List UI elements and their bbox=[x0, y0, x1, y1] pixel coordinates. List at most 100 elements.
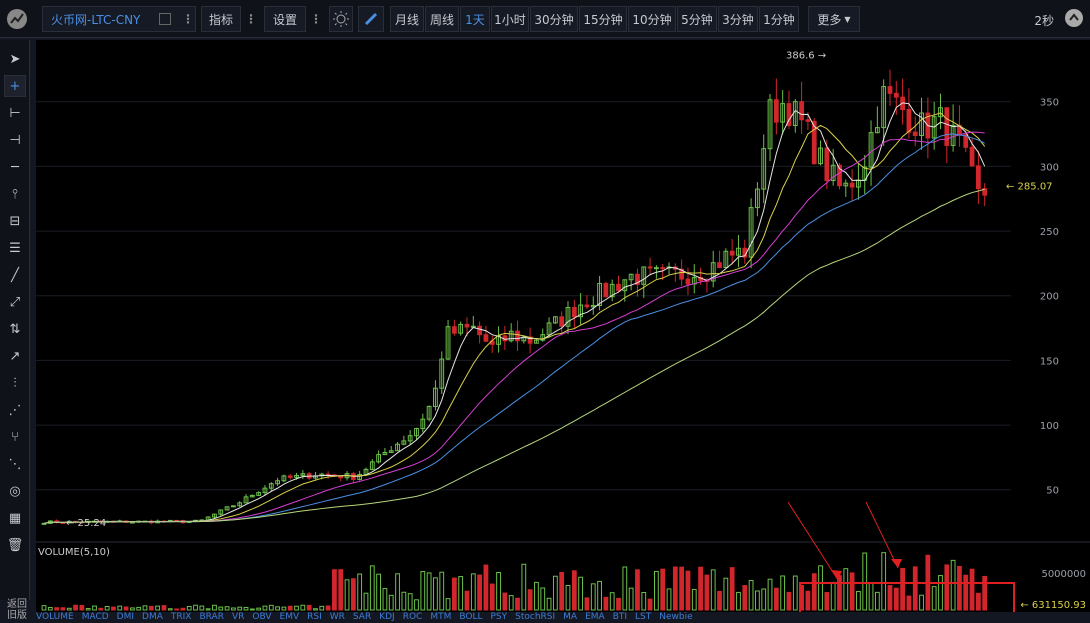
channel-icon[interactable]: ⇅ bbox=[9, 321, 21, 337]
candle-body bbox=[603, 282, 609, 298]
vertical-line-icon[interactable]: ⫯ bbox=[12, 186, 18, 202]
indicator-tab-macd[interactable]: MACD bbox=[81, 612, 109, 622]
annotation-arrowhead bbox=[831, 570, 842, 580]
period-10分钟[interactable]: 10分钟 bbox=[628, 6, 676, 32]
horizontal-ray-icon[interactable]: ⊣ bbox=[9, 132, 21, 148]
trash-icon[interactable]: 🗑 bbox=[6, 537, 24, 553]
theme-toggle-icon[interactable] bbox=[329, 6, 353, 32]
indicator-tab-roc[interactable]: ROC bbox=[402, 612, 423, 622]
volume-bar bbox=[773, 587, 779, 611]
symbol-selector[interactable]: 火币网-LTC-CNY bbox=[42, 6, 196, 32]
indicator-tab-kdj[interactable]: KDJ bbox=[379, 612, 395, 622]
horizontal-line-icon[interactable]: ─ bbox=[11, 159, 19, 175]
indicator-tab-mtm[interactable]: MTM bbox=[430, 612, 452, 622]
candle-body bbox=[224, 506, 230, 511]
indicator-tab-sar[interactable]: SAR bbox=[352, 612, 372, 622]
candle-body bbox=[294, 474, 299, 478]
draw-pen-icon[interactable] bbox=[358, 6, 384, 32]
arrow-line-icon[interactable]: ↗ bbox=[9, 348, 21, 364]
indicator-tab-dmi[interactable]: DMI bbox=[116, 612, 135, 622]
indicator-tab-stochrsi[interactable]: StochRSI bbox=[515, 612, 556, 622]
gann-fan-icon[interactable]: ⋱ bbox=[8, 456, 22, 472]
period-15分钟[interactable]: 15分钟 bbox=[579, 6, 627, 32]
extended-line-icon[interactable]: ⤢ bbox=[9, 294, 21, 310]
indicator-tab-dma[interactable]: DMA bbox=[142, 612, 163, 622]
current-price-label: ← 285.07 bbox=[1006, 182, 1053, 193]
fullscreen-icon[interactable] bbox=[1064, 8, 1084, 31]
refresh-interval[interactable]: 2秒 bbox=[1034, 14, 1054, 28]
indicator-tab-volume[interactable]: VOLUME bbox=[36, 612, 74, 622]
period-3分钟[interactable]: 3分钟 bbox=[718, 6, 758, 32]
volume-bar bbox=[420, 571, 426, 611]
period-1天[interactable]: 1天 bbox=[460, 6, 490, 32]
indicator-tab-vr[interactable]: VR bbox=[231, 612, 245, 622]
volume-bar bbox=[319, 605, 325, 611]
volume-bar bbox=[433, 577, 438, 611]
period-30分钟[interactable]: 30分钟 bbox=[530, 6, 578, 32]
period-5分钟[interactable]: 5分钟 bbox=[677, 6, 717, 32]
volume-bar bbox=[502, 592, 508, 611]
volume-bar bbox=[653, 570, 659, 611]
symbol-menu-icon[interactable]: ⋮ bbox=[182, 12, 194, 26]
indicator-tab-brar[interactable]: BRAR bbox=[199, 612, 224, 622]
indicators-menu-icon[interactable]: ⋮ bbox=[245, 12, 257, 26]
ray-icon[interactable]: ╱ bbox=[11, 267, 19, 283]
measure-icon[interactable]: ▦ bbox=[8, 510, 22, 526]
volume-bar bbox=[129, 607, 135, 611]
period-1分钟[interactable]: 1分钟 bbox=[759, 6, 799, 32]
volume-bar bbox=[496, 571, 501, 611]
candle-body bbox=[887, 86, 893, 94]
indicator-tab-newbie[interactable]: Newbie bbox=[659, 612, 693, 622]
volume-bar bbox=[212, 604, 217, 611]
spiral-icon[interactable]: ◎ bbox=[9, 483, 21, 499]
indicator-tab-bti[interactable]: BTI bbox=[612, 612, 628, 622]
volume-bar bbox=[231, 607, 236, 611]
indicator-tab-rsi[interactable]: RSI bbox=[307, 612, 322, 622]
candle-body bbox=[268, 483, 274, 489]
price-chart[interactable]: 50 100 150 200 250 300 350 386.6 → ← 25.24 ← 285.… bbox=[36, 40, 1090, 612]
period-1小时[interactable]: 1小时 bbox=[491, 6, 529, 32]
fib-retracement-icon[interactable]: ⫶ bbox=[13, 375, 17, 391]
crosshair-icon[interactable]: + bbox=[4, 75, 26, 97]
compare-icon[interactable] bbox=[159, 13, 171, 25]
indicators-button[interactable]: 指标 bbox=[201, 6, 241, 32]
settings-menu-icon[interactable]: ⋮ bbox=[310, 12, 322, 26]
indicator-tab-obv[interactable]: OBV bbox=[252, 612, 272, 622]
candle-body bbox=[578, 304, 584, 318]
candle-body bbox=[723, 250, 729, 269]
period-月线[interactable]: 月线 bbox=[390, 6, 424, 32]
volume-bar bbox=[963, 574, 969, 611]
indicator-tab-boll[interactable]: BOLL bbox=[459, 612, 483, 622]
volume-bar bbox=[148, 605, 154, 611]
candle-body bbox=[218, 509, 224, 515]
volume-bar bbox=[540, 587, 546, 611]
settings-button[interactable]: 设置 bbox=[264, 6, 306, 32]
indicator-tab-ma[interactable]: MA bbox=[563, 612, 578, 622]
volume-tick-label: 5000000 bbox=[1041, 569, 1086, 580]
volume-bar bbox=[792, 575, 798, 611]
pitchfork-icon[interactable]: ⑂ bbox=[11, 429, 19, 445]
volume-bar bbox=[704, 574, 710, 611]
cursor-icon[interactable]: ➤ bbox=[9, 51, 21, 67]
volume-bar bbox=[357, 573, 363, 611]
volume-bar bbox=[849, 572, 855, 611]
logo-icon[interactable] bbox=[0, 0, 34, 38]
price-range-icon[interactable]: ⊟ bbox=[9, 213, 21, 229]
volume-bar bbox=[862, 552, 868, 611]
candle-body bbox=[938, 107, 943, 118]
indicator-tab-psy[interactable]: PSY bbox=[490, 612, 508, 622]
indicator-tab-trix[interactable]: TRIX bbox=[170, 612, 192, 622]
fib-fan-icon[interactable]: ⋰ bbox=[8, 402, 22, 418]
more-periods-button[interactable]: 更多 ▼ bbox=[808, 6, 860, 32]
volume-bar bbox=[300, 604, 306, 611]
period-周线[interactable]: 周线 bbox=[425, 6, 459, 32]
indicator-tab-lst[interactable]: LST bbox=[635, 612, 652, 622]
indicator-tab-wr[interactable]: WR bbox=[329, 612, 345, 622]
volume-bar bbox=[597, 580, 602, 611]
trend-line-icon[interactable]: ⊢ bbox=[9, 105, 21, 121]
indicator-tab-ema[interactable]: EMA bbox=[585, 612, 605, 622]
parallel-lines-icon[interactable]: ☰ bbox=[9, 240, 21, 256]
back-to-old-version-button[interactable]: 返回 旧版 bbox=[0, 599, 34, 623]
indicator-tab-emv[interactable]: EMV bbox=[279, 612, 300, 622]
